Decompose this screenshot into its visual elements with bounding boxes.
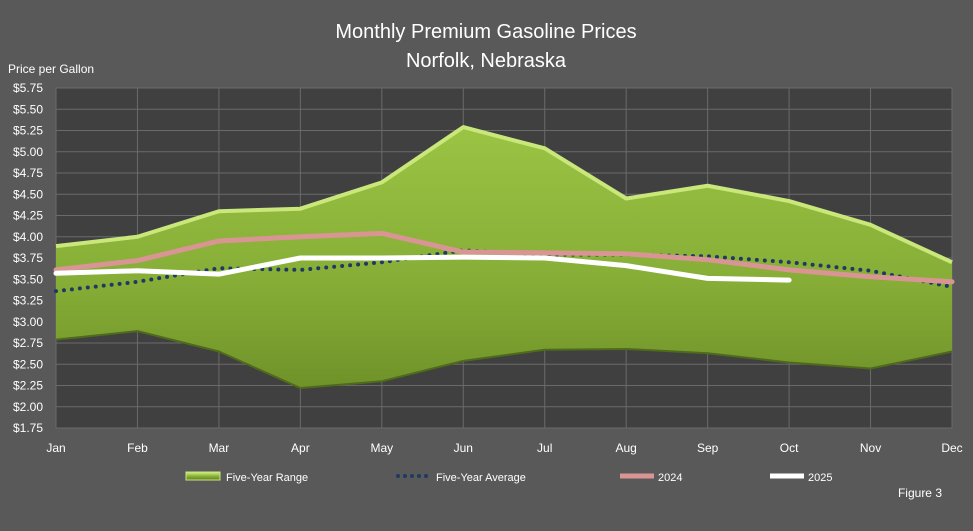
y-tick-label: $2.50 bbox=[13, 357, 43, 371]
series-line-2024 bbox=[53, 230, 955, 285]
legend: Five-Year Range Five-Year Average 2024 2… bbox=[185, 471, 832, 484]
x-tick-label-sep: Sep bbox=[697, 441, 719, 455]
y-tick-label: $5.50 bbox=[13, 102, 43, 116]
x-tick-label-dec: Dec bbox=[941, 441, 962, 455]
y-tick-label: $4.75 bbox=[13, 166, 43, 180]
legend-label-five-year-range: Five-Year Range bbox=[226, 472, 308, 484]
x-tick-label-mar: Mar bbox=[209, 441, 230, 455]
y-tick-label: $1.75 bbox=[13, 421, 43, 435]
y-tick-label: $3.00 bbox=[13, 315, 43, 329]
legend-swatch-five-year-range bbox=[185, 471, 221, 481]
x-tick-label-jan: Jan bbox=[46, 441, 65, 455]
series-line-2025 bbox=[53, 254, 792, 283]
x-tick-label-feb: Feb bbox=[127, 441, 148, 455]
legend-label-2025: 2025 bbox=[808, 472, 832, 484]
chart-subtitle: Norfolk, Nebraska bbox=[406, 50, 567, 72]
x-tick-label-jun: Jun bbox=[454, 441, 473, 455]
y-tick-label: $2.25 bbox=[13, 379, 43, 393]
y-tick-label: $4.00 bbox=[13, 230, 43, 244]
y-tick-label: $2.00 bbox=[13, 400, 43, 414]
legend-label-2024: 2024 bbox=[658, 472, 682, 484]
y-tick-label: $4.50 bbox=[13, 187, 43, 201]
y-tick-label: $3.25 bbox=[13, 294, 43, 308]
y-tick-label: $5.00 bbox=[13, 145, 43, 159]
y-tick-label: $3.50 bbox=[13, 272, 43, 286]
x-tick-label-may: May bbox=[370, 441, 393, 455]
x-tick-label-aug: Aug bbox=[616, 441, 637, 455]
series-line-five-year-average bbox=[54, 248, 954, 294]
x-tick-label-jul: Jul bbox=[537, 441, 552, 455]
five-year-range-low-edge bbox=[55, 330, 953, 390]
x-tick-label-nov: Nov bbox=[860, 441, 881, 455]
five-year-range-high-edge bbox=[55, 125, 953, 265]
figure-annotation: Figure 3 bbox=[898, 486, 942, 500]
y-tick-label: $5.75 bbox=[13, 81, 43, 95]
legend-label-five-year-average: Five-Year Average bbox=[436, 472, 526, 484]
y-tick-label: $4.25 bbox=[13, 209, 43, 223]
y-tick-label: $2.75 bbox=[13, 336, 43, 350]
y-tick-label: $5.25 bbox=[13, 124, 43, 138]
y-axis-label: Price per Gallon bbox=[8, 62, 94, 76]
y-tick-label: $3.75 bbox=[13, 251, 43, 265]
chart-title: Monthly Premium Gasoline Prices bbox=[335, 21, 636, 43]
x-tick-label-oct: Oct bbox=[780, 441, 799, 455]
x-tick-label-apr: Apr bbox=[291, 441, 310, 455]
